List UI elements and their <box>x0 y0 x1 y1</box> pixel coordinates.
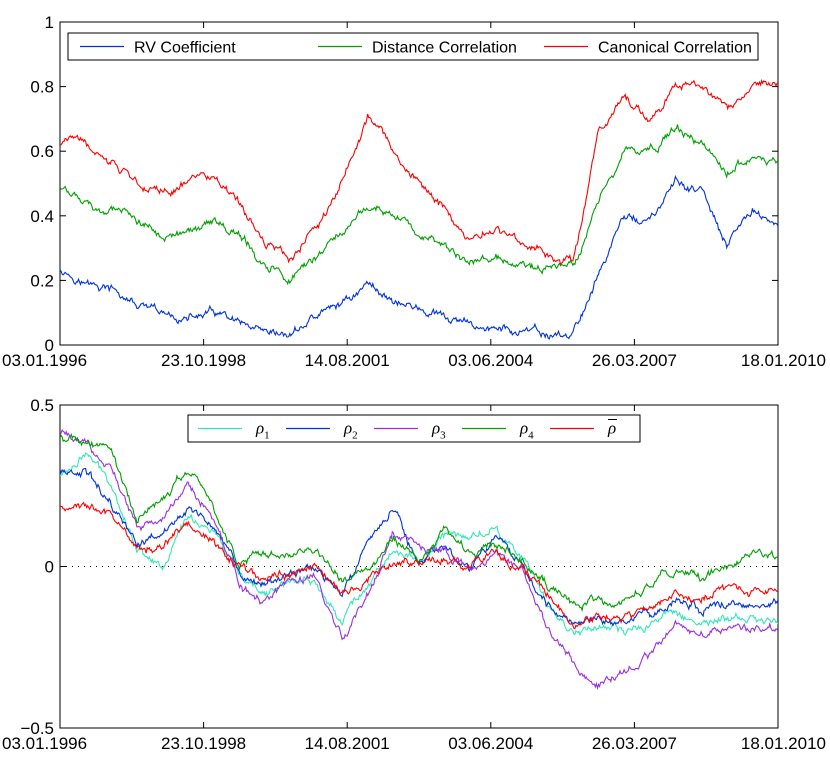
series-line-2 <box>60 468 778 627</box>
legend-box <box>67 32 759 61</box>
legend-subscript: 2 <box>352 430 358 442</box>
legend-subscript: 1 <box>264 430 270 442</box>
y-tick-label: 0.2 <box>30 271 54 290</box>
series-line-3 <box>60 78 778 266</box>
x-tick-label: 03.06.2004 <box>448 351 533 370</box>
legend: RV Coefficient Distance Correlation Canoni… <box>67 32 759 61</box>
legend-label: RV Coefficient <box>134 40 236 57</box>
y-tick-label: 0.4 <box>30 207 54 226</box>
series-line-4 <box>60 432 778 613</box>
chart-panel-2: −0.5 0 0.5 03.01.1996 23.10.1998 14.08.2001 03… <box>2 396 826 753</box>
x-tick-label: 14.08.2001 <box>305 351 390 370</box>
y-tick-label: 0 <box>45 336 54 355</box>
y-tick-label: 0 <box>45 558 54 577</box>
legend: ρ1 ρ2 ρ3 ρ4 ρ <box>187 414 641 443</box>
series-line-5 <box>60 501 778 630</box>
y-tick-label: 0.5 <box>30 396 54 415</box>
x-tick-label: 26.03.2007 <box>592 351 677 370</box>
y-tick-label: 0.6 <box>30 142 54 161</box>
y-tick-label: 1 <box>45 13 54 32</box>
x-tick-label: 23.10.1998 <box>161 351 246 370</box>
legend-subscript: 4 <box>528 430 534 442</box>
x-tick-label: 23.10.1998 <box>161 734 246 753</box>
y-tick-label: −0.5 <box>20 719 54 738</box>
legend-label: Canonical Correlation <box>598 40 752 57</box>
series-line-2 <box>60 124 778 286</box>
x-tick-label: 18.01.2010 <box>741 734 826 753</box>
series-line-3 <box>60 429 778 691</box>
x-tick-label: 03.01.1996 <box>2 351 87 370</box>
plot-area-frame <box>59 21 779 346</box>
x-tick-label: 03.01.1996 <box>2 734 87 753</box>
x-tick-label: 03.06.2004 <box>448 734 533 753</box>
y-tick-label: 0.8 <box>30 78 54 97</box>
series-line-1 <box>60 174 778 340</box>
legend-label: ρ <box>607 419 616 438</box>
x-tick-label: 26.03.2007 <box>592 734 677 753</box>
chart-panel-1: 0 0.2 0.4 0.6 0.8 1 03.01.1996 23.10.1998 14.08.… <box>2 13 826 370</box>
legend-label: Distance Correlation <box>372 40 517 57</box>
x-tick-label: 14.08.2001 <box>305 734 390 753</box>
legend-subscript: 3 <box>440 430 446 442</box>
x-tick-label: 18.01.2010 <box>741 351 826 370</box>
